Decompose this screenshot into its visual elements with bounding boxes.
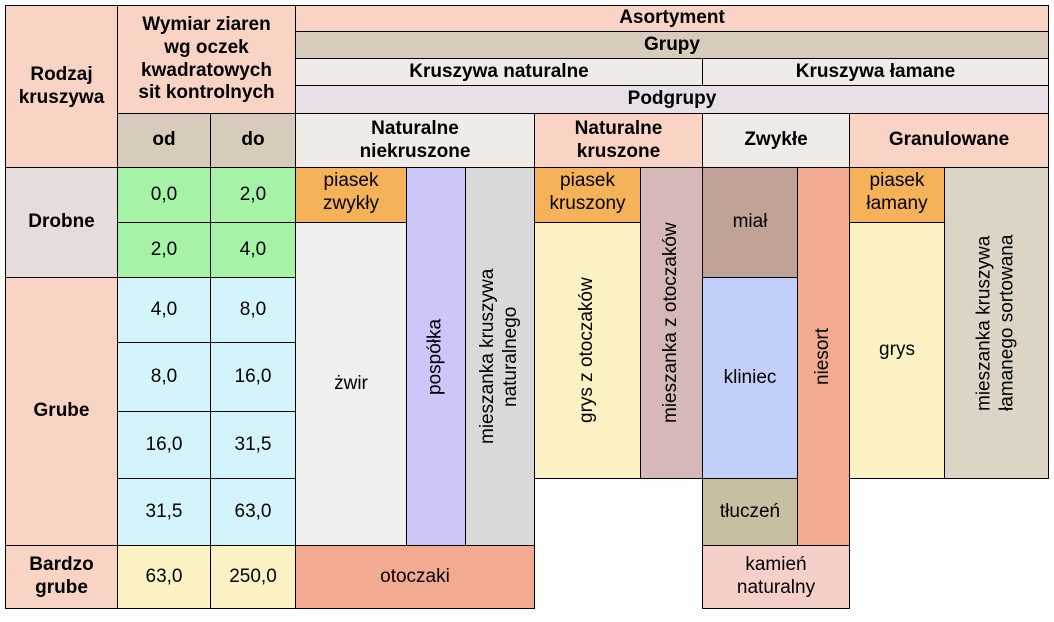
size-do: 8,0 <box>210 277 296 343</box>
row-label-bardzo-grube: Bardzo grube <box>5 545 118 609</box>
header-naturalne-niekruszone: Naturalne niekruszone <box>295 113 535 168</box>
size-od: 4,0 <box>117 277 211 343</box>
cell-piasek-lamany: piasek łamany <box>849 167 945 223</box>
header-kruszywa-naturalne: Kruszywa naturalne <box>295 58 703 86</box>
cell-piasek-zwykly: piasek zwykły <box>295 167 407 223</box>
cell-pospolka: pospółka <box>406 167 466 546</box>
header-granulowane: Granulowane <box>849 113 1049 168</box>
header-naturalne-kruszone: Naturalne kruszone <box>534 113 703 168</box>
cell-mial: miał <box>702 167 798 278</box>
header-kruszywa-lamane: Kruszywa łamane <box>702 58 1049 86</box>
size-do: 250,0 <box>210 545 296 609</box>
cell-grys: grys <box>849 222 945 479</box>
header-grupy: Grupy <box>295 31 1049 59</box>
row-label-grube: Grube <box>5 277 118 546</box>
header-rodzaj-kruszywa: Rodzaj kruszywa <box>5 5 118 168</box>
header-podgrupy: Podgrupy <box>295 85 1049 114</box>
row-label-drobne: Drobne <box>5 167 118 278</box>
cell-tluczen: tłuczeń <box>702 478 798 546</box>
size-od: 31,5 <box>117 478 211 546</box>
cell-zwir: żwir <box>295 222 407 546</box>
header-do: do <box>210 113 296 168</box>
header-asortyment: Asortyment <box>295 5 1049 32</box>
cell-grys-z-otoczakow: grys z otoczaków <box>534 222 641 479</box>
cell-kamien-naturalny: kamień naturalny <box>702 545 850 609</box>
size-do: 16,0 <box>210 342 296 412</box>
header-zwykle: Zwykłe <box>702 113 850 168</box>
size-do: 63,0 <box>210 478 296 546</box>
header-wymiar-ziaren: Wymiar ziaren wg oczek kwadratowych sit … <box>117 5 296 114</box>
cell-piasek-kruszony: piasek kruszony <box>534 167 641 223</box>
cell-mieszanka-naturalnego: mieszanka kruszywa naturalnego <box>465 167 535 546</box>
size-do: 2,0 <box>210 167 296 223</box>
cell-kliniec: kliniec <box>702 277 798 479</box>
header-od: od <box>117 113 211 168</box>
size-do: 4,0 <box>210 222 296 278</box>
size-od: 2,0 <box>117 222 211 278</box>
size-od: 0,0 <box>117 167 211 223</box>
size-do: 31,5 <box>210 411 296 479</box>
size-od: 16,0 <box>117 411 211 479</box>
cell-niesort: niesort <box>797 167 850 546</box>
cell-mieszanka-z-otoczakow: mieszanka z otoczaków <box>640 167 703 479</box>
size-od: 8,0 <box>117 342 211 412</box>
size-od: 63,0 <box>117 545 211 609</box>
cell-otoczaki: otoczaki <box>295 545 535 609</box>
cell-mieszanka-lamanego: mieszanka kruszywa łamanego sortowana <box>944 167 1049 479</box>
